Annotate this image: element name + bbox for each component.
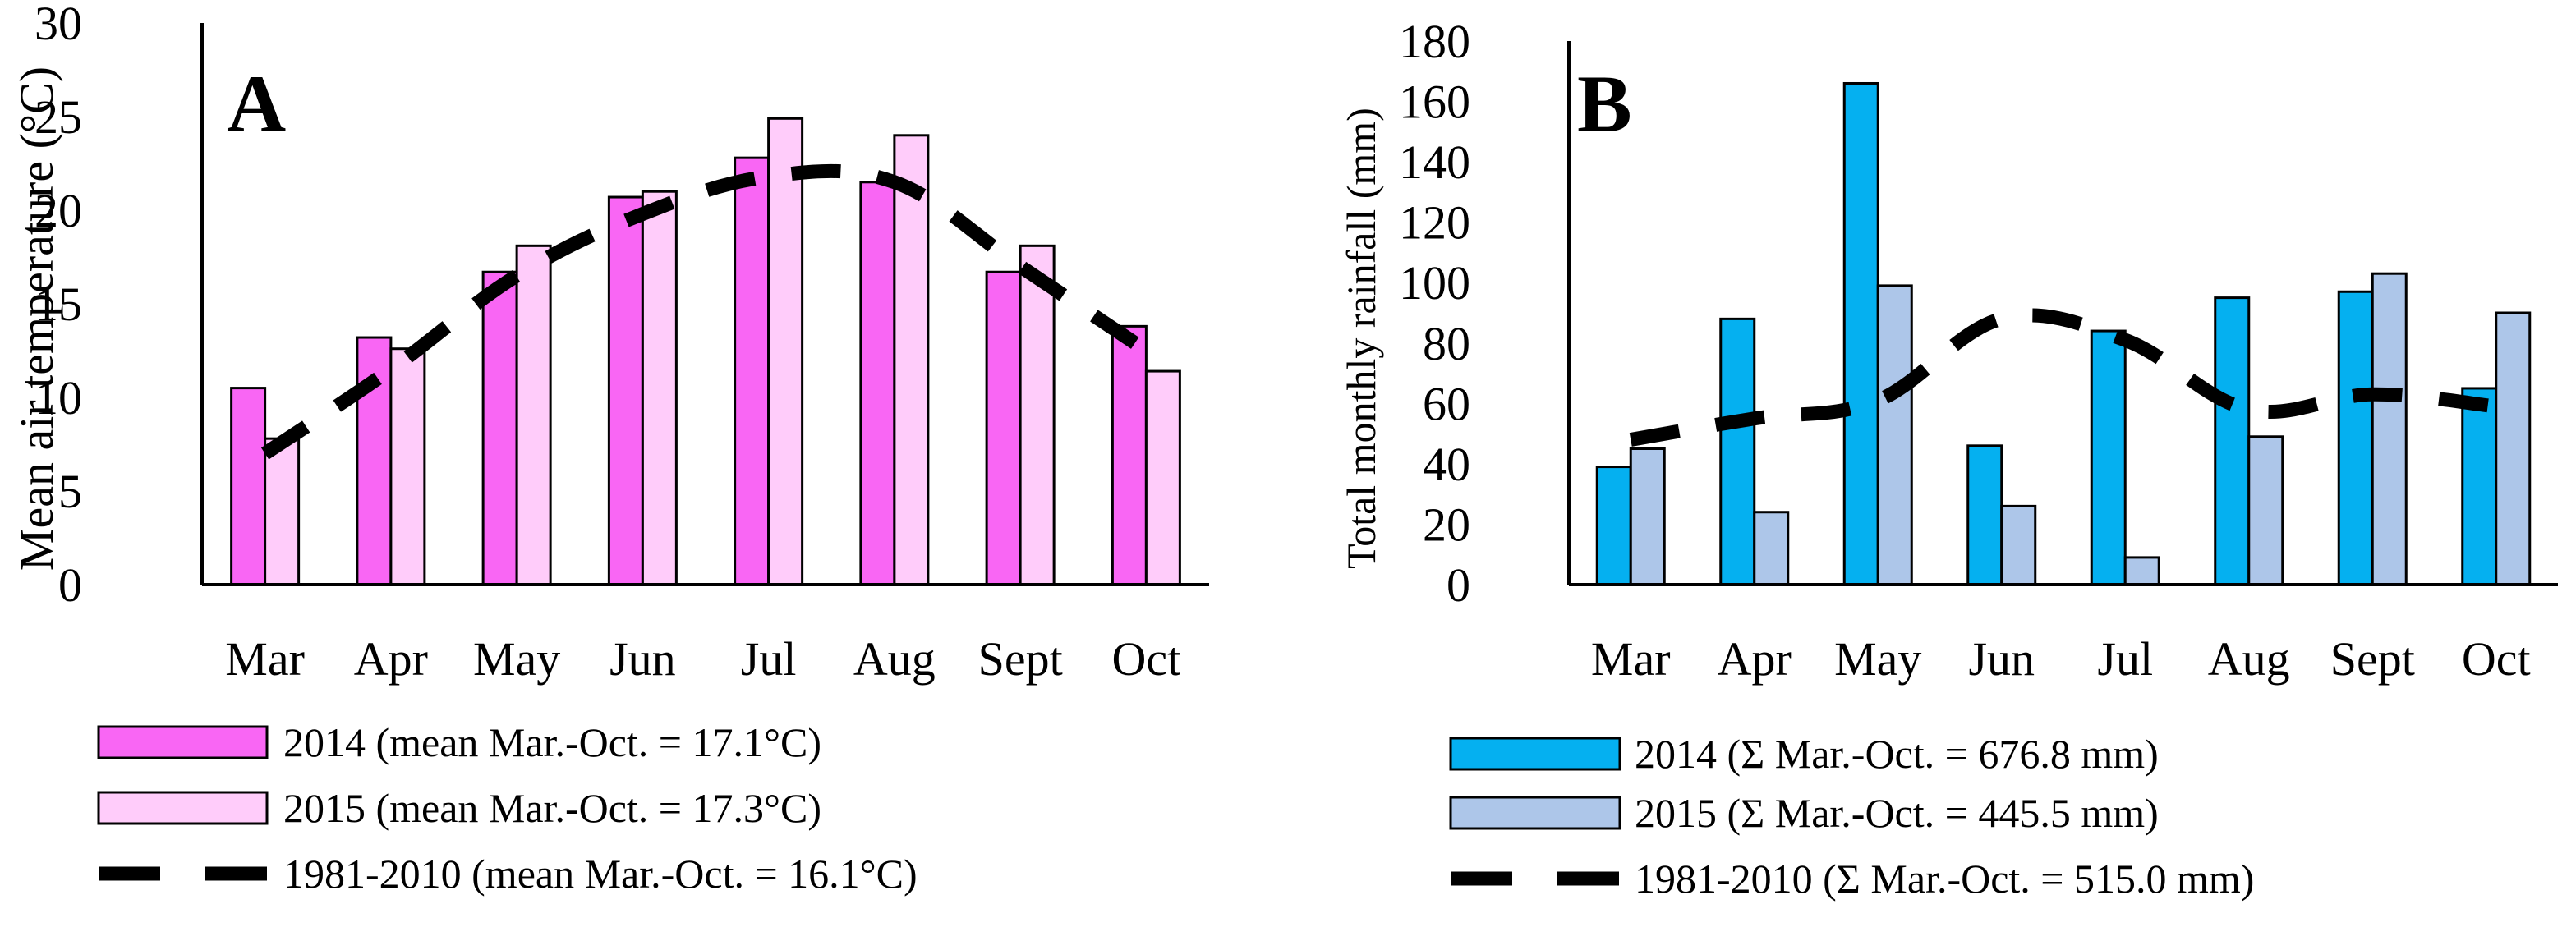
bar-series1-jun (607, 195, 644, 586)
x-tick-label-jun: Jun (1968, 632, 2035, 686)
y-tick-label: 10 (34, 371, 82, 424)
chart-panel-b: 0 20 40 60 80 100 120 140 160 180 Mar Apr May Jun Jul… (1338, 15, 2558, 902)
chart-panel-a: 0 5 10 15 20 25 30 Mar Apr May Jun Jul Aug Sept Oct M… (10, 0, 1209, 897)
bar-series2-sept (1019, 244, 1056, 586)
y-tick-label: 100 (1399, 256, 1470, 310)
bar-series1-jul (734, 156, 770, 586)
y-tick-label: 20 (1423, 498, 1470, 551)
x-tick-label-aug: Aug (853, 632, 936, 686)
y-tick-label: 15 (34, 278, 82, 331)
legend-label-2: 2015 (mean Mar.-Oct. = 17.3°C) (283, 785, 821, 831)
y-tick-label: 140 (1399, 135, 1470, 189)
bars-b (1595, 81, 2532, 586)
bar-series1-jun (1966, 444, 2003, 586)
bar-series1-apr (1719, 317, 1756, 586)
y-tick-label: 0 (58, 558, 82, 612)
y-tick-label: 30 (34, 0, 82, 50)
bar-series2-aug (2247, 435, 2284, 586)
legend-label-3: 1981-2010 (mean Mar.-Oct. = 16.1°C) (283, 851, 918, 897)
axes-b (1567, 41, 2558, 586)
bar-series1-aug (2214, 296, 2251, 586)
legend-swatch-2 (97, 791, 269, 825)
x-tick-label-aug: Aug (2208, 632, 2290, 686)
bar-series1-sept (985, 270, 1022, 586)
x-tick-label-jun: Jun (610, 632, 676, 686)
x-tick-label-may: May (1834, 632, 1921, 686)
x-tick-label-apr: Apr (1718, 632, 1792, 686)
legend-swatch-2 (1449, 796, 1622, 830)
x-tick-label-sept: Sept (978, 632, 1063, 686)
bar-series1-may (1842, 81, 1879, 586)
y-tick-label: 180 (1399, 15, 1470, 68)
x-tick-label-jul: Jul (741, 632, 797, 686)
bar-series2-mar (1629, 447, 1666, 586)
x-tick-label-mar: Mar (1591, 632, 1671, 686)
x-tick-label-jul: Jul (2097, 632, 2153, 686)
y-tick-label: 160 (1399, 76, 1470, 129)
bar-series2-jun (641, 190, 678, 586)
y-tick-label: 25 (34, 90, 82, 144)
legend-label-1: 2014 (mean Mar.-Oct. = 17.1°C) (283, 719, 821, 765)
legend-swatch-1 (1449, 737, 1622, 771)
legend-swatch-1 (97, 725, 269, 759)
y-axis-title-b: Total monthly rainfall (mm) (1338, 108, 1384, 569)
bar-series2-jun (2000, 504, 2037, 586)
bar-series2-oct (2495, 311, 2532, 586)
legend-label-1: 2014 (Σ Mar.-Oct. = 676.8 mm) (1635, 731, 2159, 777)
bar-series1-aug (859, 181, 896, 586)
x-axis-labels-b: Mar Apr May Jun Jul Aug Sept Oct (1591, 632, 2531, 686)
legend-label-3: 1981-2010 (Σ Mar.-Oct. = 515.0 mm) (1635, 856, 2254, 902)
bar-series1-oct (2461, 387, 2498, 586)
y-axis-ticks-b: 0 20 40 60 80 100 120 140 160 180 (1399, 15, 1470, 612)
bar-series2-aug (893, 134, 930, 586)
bar-series2-may (515, 244, 552, 586)
y-tick-label: 40 (1423, 438, 1470, 491)
bar-series2-apr (389, 347, 426, 586)
x-tick-label-may: May (473, 632, 560, 686)
bar-series2-oct (1144, 369, 1181, 586)
y-tick-label: 60 (1423, 377, 1470, 430)
x-tick-label-mar: Mar (225, 632, 305, 686)
bar-series1-may (481, 270, 518, 586)
bar-series2-jul (767, 117, 804, 586)
bar-series2-mar (264, 437, 301, 586)
y-axis-title-a: Mean air temperature (°C) (10, 67, 63, 571)
y-tick-label: 20 (34, 184, 82, 237)
bar-series1-jul (2090, 329, 2127, 586)
bar-series1-oct (1111, 324, 1148, 586)
x-tick-label-sept: Sept (2330, 632, 2415, 686)
bars-a (230, 117, 1181, 586)
bar-series1-sept (2337, 290, 2374, 586)
bar-series1-mar (230, 387, 267, 586)
legend-a: 2014 (mean Mar.-Oct. = 17.1°C) 2015 (mean… (97, 719, 918, 897)
y-tick-label: 0 (1447, 558, 1470, 612)
y-tick-label: 5 (58, 465, 82, 518)
bar-series2-jul (2123, 556, 2160, 586)
x-tick-label-oct: Oct (2462, 632, 2531, 686)
axes-a (200, 23, 1209, 586)
x-tick-label-apr: Apr (354, 632, 428, 686)
legend-label-2: 2015 (Σ Mar.-Oct. = 445.5 mm) (1635, 790, 2159, 836)
legend-b: 2014 (Σ Mar.-Oct. = 676.8 mm) 2015 (Σ Mar… (1449, 731, 2254, 902)
bar-series2-apr (1753, 511, 1790, 586)
bar-series2-may (1876, 284, 1913, 586)
bar-series2-sept (2371, 272, 2408, 586)
panel-label-a: A (227, 58, 286, 149)
panel-label-b: B (1577, 58, 1632, 149)
x-axis-labels-a: Mar Apr May Jun Jul Aug Sept Oct (225, 632, 1180, 686)
climate-normal-line-b (1629, 308, 2497, 447)
bar-series1-mar (1595, 466, 1632, 586)
y-axis-ticks-a: 0 5 10 15 20 25 30 (34, 0, 82, 612)
x-tick-label-oct: Oct (1112, 632, 1181, 686)
y-tick-label: 120 (1399, 196, 1470, 250)
y-tick-label: 80 (1423, 317, 1470, 370)
